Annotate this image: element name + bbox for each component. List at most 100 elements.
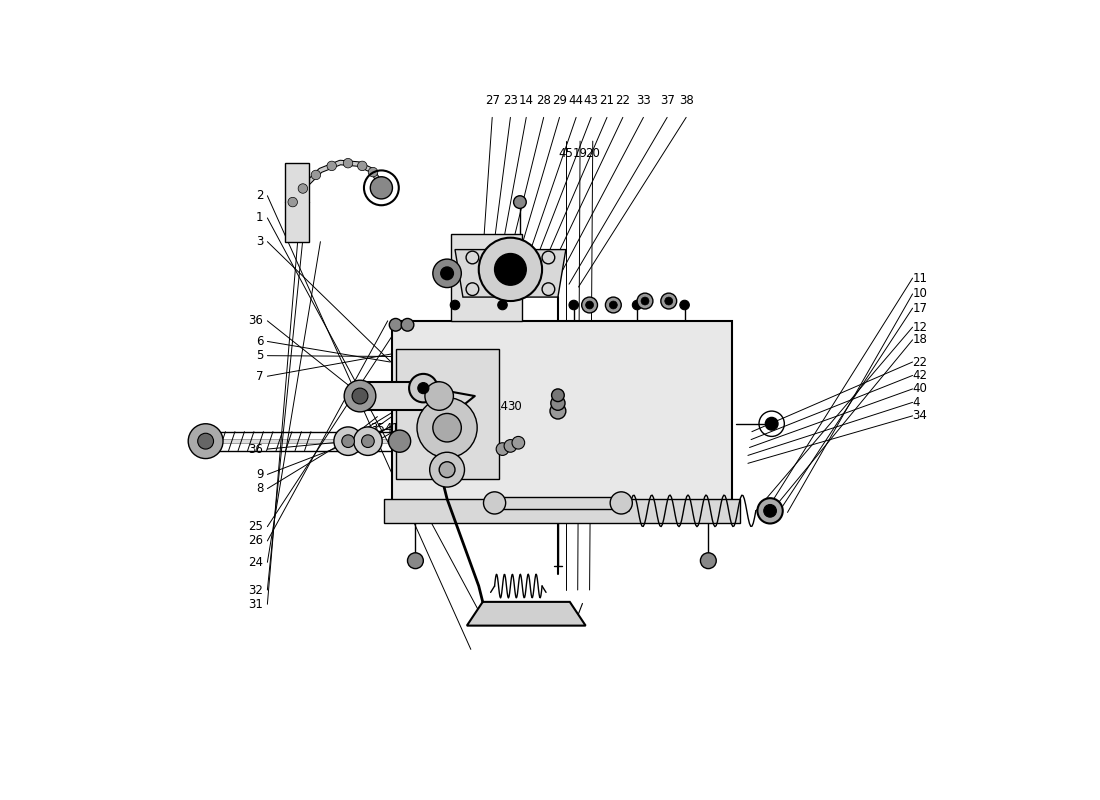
Circle shape xyxy=(497,300,507,310)
Text: 24: 24 xyxy=(249,556,263,569)
Text: 28: 28 xyxy=(536,94,551,107)
Circle shape xyxy=(343,158,353,168)
Circle shape xyxy=(425,382,453,410)
Circle shape xyxy=(362,435,374,447)
Circle shape xyxy=(327,161,337,170)
Text: 3: 3 xyxy=(256,235,263,248)
Text: 12: 12 xyxy=(428,422,442,435)
Circle shape xyxy=(609,301,617,309)
Circle shape xyxy=(354,427,382,455)
Circle shape xyxy=(664,297,673,305)
Text: 27: 27 xyxy=(485,94,499,107)
Circle shape xyxy=(495,254,526,286)
Text: 41: 41 xyxy=(384,422,399,435)
Circle shape xyxy=(641,297,649,305)
Text: 36: 36 xyxy=(249,314,263,327)
Text: 25: 25 xyxy=(249,520,263,533)
Text: 6: 6 xyxy=(256,335,263,348)
Text: 7: 7 xyxy=(256,370,263,382)
Bar xyxy=(384,499,740,522)
Circle shape xyxy=(188,424,223,458)
Circle shape xyxy=(605,297,621,313)
Text: 5: 5 xyxy=(256,349,263,362)
Circle shape xyxy=(763,505,777,517)
Circle shape xyxy=(441,267,453,280)
Circle shape xyxy=(375,178,385,187)
Circle shape xyxy=(388,430,410,452)
Text: 1: 1 xyxy=(256,211,263,225)
Polygon shape xyxy=(466,602,585,626)
Bar xyxy=(451,234,522,321)
Circle shape xyxy=(389,318,402,331)
Circle shape xyxy=(632,300,641,310)
Circle shape xyxy=(766,418,778,430)
Text: 4: 4 xyxy=(913,396,920,409)
Circle shape xyxy=(758,498,783,523)
Text: 18: 18 xyxy=(913,334,927,346)
Circle shape xyxy=(344,380,376,412)
Circle shape xyxy=(371,177,393,199)
Text: 17: 17 xyxy=(913,302,927,314)
Circle shape xyxy=(439,462,455,478)
Bar xyxy=(360,382,439,410)
Circle shape xyxy=(496,442,509,455)
Circle shape xyxy=(407,553,424,569)
Circle shape xyxy=(512,437,525,449)
Text: 16: 16 xyxy=(455,422,471,435)
Circle shape xyxy=(432,259,461,287)
Text: 30: 30 xyxy=(507,400,521,413)
Circle shape xyxy=(342,435,354,447)
Text: 44: 44 xyxy=(569,94,584,107)
Text: 15: 15 xyxy=(468,422,482,435)
Text: 35: 35 xyxy=(370,422,385,435)
Bar xyxy=(392,321,733,503)
Circle shape xyxy=(478,238,542,301)
Text: 26: 26 xyxy=(249,534,263,547)
Circle shape xyxy=(430,452,464,487)
Circle shape xyxy=(417,398,477,458)
Text: 3: 3 xyxy=(446,422,452,435)
Text: 2: 2 xyxy=(256,190,263,202)
Circle shape xyxy=(450,300,460,310)
Circle shape xyxy=(610,492,632,514)
Circle shape xyxy=(358,161,367,170)
Circle shape xyxy=(298,184,308,194)
Circle shape xyxy=(680,300,690,310)
Circle shape xyxy=(198,434,213,449)
Text: 14: 14 xyxy=(519,94,534,107)
Circle shape xyxy=(418,382,429,394)
Text: 12: 12 xyxy=(913,321,927,334)
Text: 22: 22 xyxy=(913,355,927,369)
Circle shape xyxy=(637,293,653,309)
Text: 33: 33 xyxy=(636,94,651,107)
Text: 9: 9 xyxy=(256,468,263,481)
Bar xyxy=(285,162,308,242)
Polygon shape xyxy=(455,250,565,297)
Circle shape xyxy=(701,553,716,569)
Text: 40: 40 xyxy=(913,382,927,395)
Circle shape xyxy=(311,170,320,180)
Circle shape xyxy=(484,492,506,514)
Circle shape xyxy=(334,427,362,455)
Bar xyxy=(486,497,629,510)
Text: 45: 45 xyxy=(559,146,573,160)
Text: 38: 38 xyxy=(679,94,693,107)
Bar xyxy=(396,349,498,479)
Circle shape xyxy=(504,439,517,452)
Text: 39: 39 xyxy=(412,422,428,435)
Text: 31: 31 xyxy=(249,598,263,610)
Circle shape xyxy=(288,198,297,207)
Circle shape xyxy=(661,293,676,309)
Text: 40: 40 xyxy=(398,422,414,435)
Circle shape xyxy=(585,301,594,309)
Circle shape xyxy=(432,414,461,442)
Text: 37: 37 xyxy=(660,94,674,107)
Text: 29: 29 xyxy=(552,94,567,107)
Text: 19: 19 xyxy=(573,146,587,160)
Circle shape xyxy=(551,396,565,410)
Circle shape xyxy=(550,403,565,419)
Text: 22: 22 xyxy=(615,94,630,107)
Text: 32: 32 xyxy=(249,583,263,597)
Circle shape xyxy=(551,389,564,402)
Circle shape xyxy=(352,388,367,404)
